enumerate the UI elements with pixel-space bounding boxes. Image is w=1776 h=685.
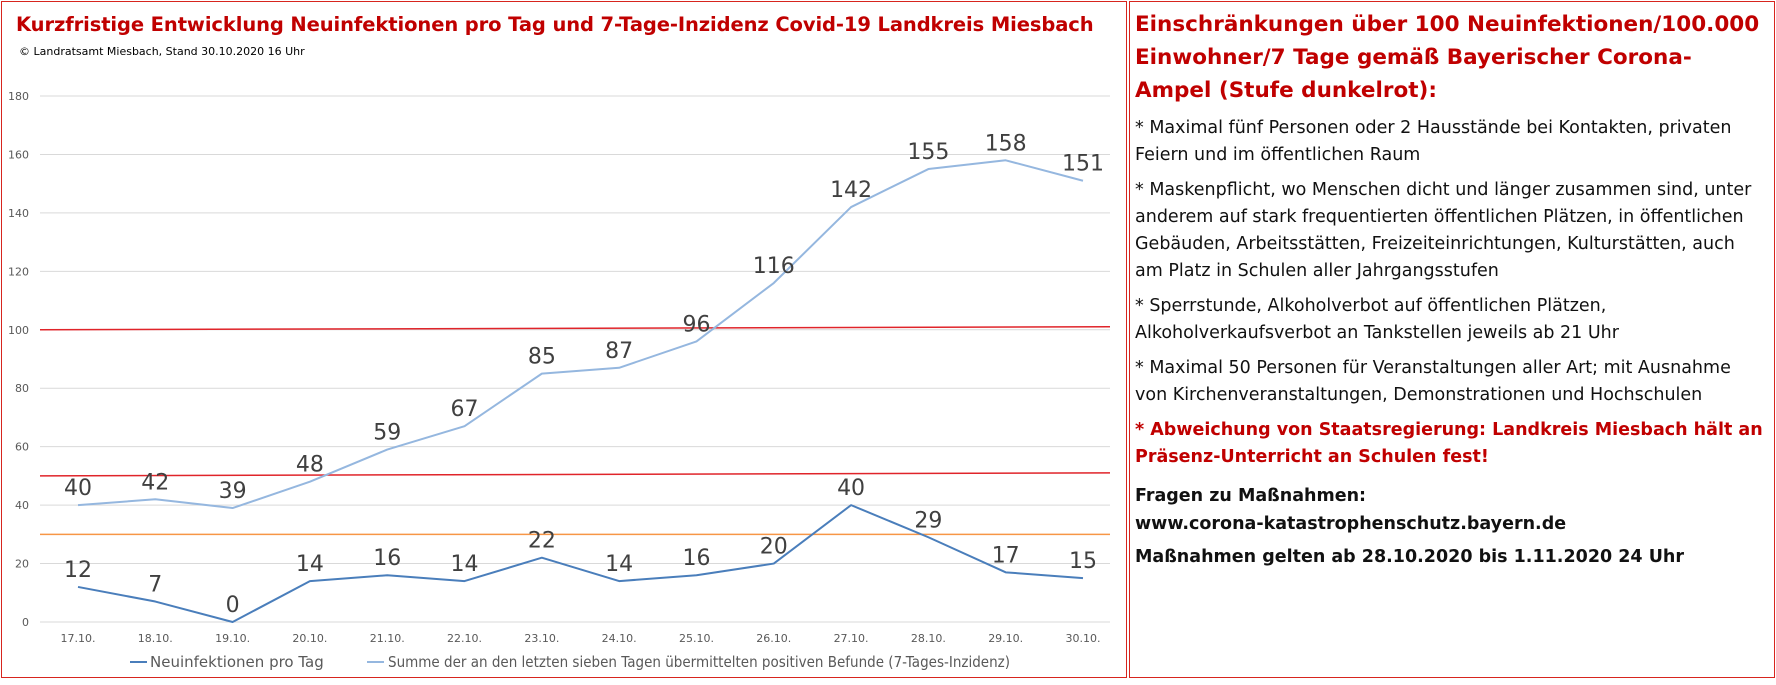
- x-tick-9: 26.10.: [756, 632, 791, 645]
- rule-masks: * Maskenpflicht, wo Menschen dicht und l…: [1135, 180, 1752, 281]
- rule-events: * Maximal 50 Personen für Veranstaltunge…: [1135, 358, 1731, 405]
- data-label-s1-0: 12: [64, 558, 92, 583]
- data-label-s1-10: 40: [837, 476, 865, 501]
- y-axis-tick-labels: 0 20 40 60 80 100 120 140 160 180: [8, 90, 29, 629]
- chart-panel: Kurzfristige Entwicklung Neuinfektionen …: [1, 1, 1127, 678]
- y-tick-40: 40: [15, 499, 29, 512]
- threshold-lines: [39, 326, 1111, 536]
- x-tick-12: 29.10.: [988, 632, 1023, 645]
- x-tick-2: 19.10.: [215, 632, 250, 645]
- y-tick-60: 60: [15, 441, 29, 454]
- data-label-s2-7: 87: [605, 339, 633, 364]
- data-label-s2-12: 158: [985, 131, 1027, 156]
- y-tick-100: 100: [8, 324, 29, 337]
- data-label-s2-10: 142: [830, 178, 872, 203]
- data-labels: 12 7 0 14 16 14 22 14 16 20 40 29 17 15 40 42 39 48 59 67 85…: [64, 131, 1104, 618]
- y-tick-80: 80: [15, 382, 29, 395]
- threshold-line-100: [39, 326, 1111, 331]
- legend-label-1: Neuinfektionen pro Tag: [150, 653, 324, 671]
- y-tick-20: 20: [15, 558, 29, 571]
- grid-lines: [40, 95, 1110, 623]
- series-line-1: [77, 504, 1084, 623]
- data-label-s2-2: 39: [219, 479, 247, 504]
- data-label-s1-1: 7: [148, 573, 162, 598]
- x-tick-3: 20.10.: [292, 632, 327, 645]
- data-label-s2-11: 155: [907, 140, 949, 165]
- threshold-line-50: [39, 472, 1111, 477]
- data-label-s1-12: 17: [992, 543, 1020, 568]
- legend: Neuinfektionen pro Tag Summe der an den l…: [130, 653, 1010, 671]
- rule-curfew: * Sperrstunde, Alkoholverbot auf öffentl…: [1135, 296, 1619, 343]
- data-label-s1-5: 14: [451, 552, 479, 577]
- y-tick-180: 180: [8, 90, 29, 103]
- data-label-s2-6: 85: [528, 345, 556, 370]
- x-tick-0: 17.10.: [61, 632, 96, 645]
- exception-note: * Abweichung von Staatsregierung: Landkr…: [1135, 420, 1763, 467]
- y-tick-120: 120: [8, 265, 29, 278]
- data-label-s2-13: 151: [1062, 152, 1104, 177]
- legend-label-2: Summe der an den letzten sieben Tagen üb…: [388, 653, 1010, 671]
- y-tick-160: 160: [8, 148, 29, 161]
- x-tick-6: 23.10.: [524, 632, 559, 645]
- measures-heading: Einschränkungen über 100 Neuinfektionen/…: [1135, 12, 1760, 103]
- data-label-s1-8: 16: [682, 546, 710, 571]
- x-axis-tick-labels: 17.10. 18.10. 19.10. 20.10. 21.10. 22.10. 23.1…: [61, 632, 1101, 645]
- questions-block: Fragen zu Maßnahmen: www.corona-katastro…: [1135, 482, 1766, 538]
- x-tick-5: 22.10.: [447, 632, 482, 645]
- x-tick-1: 18.10.: [138, 632, 173, 645]
- x-tick-8: 25.10.: [679, 632, 714, 645]
- data-label-s2-3: 48: [296, 453, 324, 478]
- chart-subtitle: © Landratsamt Miesbach, Stand 30.10.2020…: [19, 45, 305, 58]
- questions-label: Fragen zu Maßnahmen:: [1135, 486, 1367, 506]
- data-label-s1-7: 14: [605, 552, 633, 577]
- questions-url: www.corona-katastrophenschutz.bayern.de: [1135, 514, 1567, 534]
- x-tick-11: 28.10.: [911, 632, 946, 645]
- x-tick-13: 30.10.: [1066, 632, 1101, 645]
- chart-title: Kurzfristige Entwicklung Neuinfektionen …: [16, 13, 1094, 36]
- data-label-s1-3: 14: [296, 552, 324, 577]
- data-label-s2-9: 116: [753, 254, 795, 279]
- data-label-s1-6: 22: [528, 529, 556, 554]
- rule-contacts: * Maximal fünf Personen oder 2 Hausständ…: [1135, 118, 1732, 165]
- series-lines: [77, 159, 1084, 623]
- data-label-s2-4: 59: [373, 421, 401, 446]
- series-line-2: [77, 159, 1084, 510]
- data-label-s2-1: 42: [141, 470, 169, 495]
- data-label-s1-2: 0: [226, 593, 240, 618]
- data-label-s1-13: 15: [1069, 549, 1097, 574]
- x-tick-7: 24.10.: [602, 632, 637, 645]
- y-tick-140: 140: [8, 207, 29, 220]
- x-tick-10: 27.10.: [834, 632, 869, 645]
- data-label-s1-9: 20: [760, 535, 788, 560]
- data-label-s2-5: 67: [451, 397, 479, 422]
- data-label-s1-4: 16: [373, 546, 401, 571]
- validity-note: Maßnahmen gelten ab 28.10.2020 bis 1.11.…: [1135, 547, 1685, 567]
- y-tick-0: 0: [22, 616, 29, 629]
- data-label-s2-0: 40: [64, 476, 92, 501]
- x-tick-4: 21.10.: [370, 632, 405, 645]
- measures-panel: Einschränkungen über 100 Neuinfektionen/…: [1129, 1, 1775, 678]
- data-label-s1-11: 29: [914, 508, 942, 533]
- data-label-s2-8: 96: [682, 312, 710, 337]
